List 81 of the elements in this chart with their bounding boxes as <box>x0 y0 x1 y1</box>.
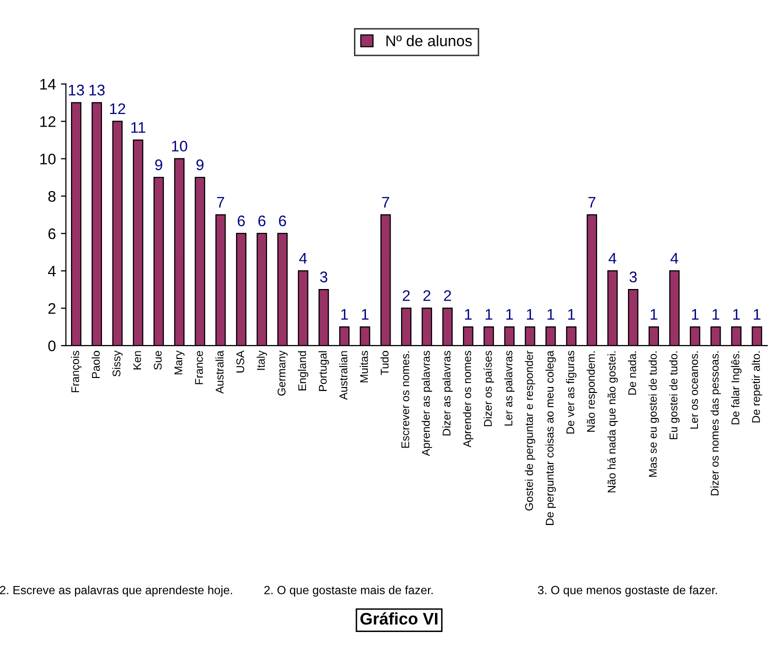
x-tick-label: Não respondem. <box>586 351 598 432</box>
x-tick-label: Portugal <box>318 351 329 391</box>
data-label: 7 <box>588 196 596 208</box>
data-label: 1 <box>650 309 658 320</box>
x-tick-label: Mas se eu gostei de tudo. <box>648 351 659 477</box>
data-label: 1 <box>692 309 699 320</box>
data-label: 13 <box>89 84 105 96</box>
x-tick-label: De nada. <box>628 351 636 395</box>
x-tick-label: Dizer os nomes das pessoas. <box>710 351 721 496</box>
x-tick-label: De ver as figuras <box>566 350 576 434</box>
data-label: 4 <box>670 253 678 264</box>
x-tick-label: Ken <box>133 351 142 370</box>
text: 2. O que gostaste mais de fazer. <box>264 586 433 597</box>
x-tick-label: Italy <box>256 350 268 370</box>
data-label: 3 <box>320 272 328 282</box>
data-label: 11 <box>131 122 146 133</box>
x-tick-label: Australian <box>339 351 348 400</box>
x-tick-label: Dizer os países <box>484 350 494 426</box>
data-label: 2 <box>423 290 430 301</box>
x-tick-label: Eu gostei de tudo. <box>669 351 680 440</box>
data-label: 1 <box>362 309 368 320</box>
x-tick-label: Germany <box>278 350 288 396</box>
data-label: 1 <box>548 309 554 320</box>
data-label: 1 <box>341 309 348 320</box>
data-label: 1 <box>712 309 720 320</box>
data-label: 1 <box>733 309 740 320</box>
data-label: 12 <box>110 103 126 114</box>
data-label: 1 <box>465 309 472 320</box>
x-tick-label: France <box>195 350 203 384</box>
x-tick-label: Ler as palavras <box>504 350 515 426</box>
x-tick-label: Gostei de perguntar e responder <box>524 350 536 510</box>
y-tick-label: 0 <box>48 340 56 352</box>
data-label: 10 <box>172 140 188 152</box>
x-tick-label: De repetir alto. <box>752 351 762 422</box>
x-tick-label: Escrever os nomes. <box>401 351 410 448</box>
data-label: 7 <box>217 196 224 208</box>
data-label: 3 <box>630 272 637 282</box>
data-label: 4 <box>299 253 307 264</box>
data-label: 4 <box>608 253 616 264</box>
x-tick-label: Tudo <box>380 350 389 376</box>
y-tick-label: 2 <box>48 303 56 314</box>
data-label: 13 <box>68 84 84 96</box>
text: Gráfico VI <box>360 612 438 625</box>
x-tick-label: Dizer as palavras <box>442 350 453 436</box>
x-tick-label: Sue <box>154 350 162 370</box>
x-tick-label: De falar Inglês. <box>731 351 742 424</box>
y-tick-label: 12 <box>40 116 56 127</box>
text: 3. O que menos gostaste de fazer. <box>538 586 717 597</box>
data-label: 1 <box>486 309 492 320</box>
x-tick-label: Paolo <box>92 350 100 378</box>
data-label: 9 <box>196 159 204 170</box>
y-tick-label: 8 <box>48 190 56 202</box>
x-tick-label: De perguntar coisas ao meu colega <box>545 350 556 525</box>
data-label: 1 <box>526 309 534 320</box>
data-label: 1 <box>568 309 575 320</box>
text: 2. Escreve as palavras que aprendeste hoje. <box>0 586 232 597</box>
x-tick-label: Aprender os nomes <box>462 350 474 448</box>
data-label: 7 <box>382 196 390 208</box>
data-label: 2 <box>402 290 410 301</box>
data-label: 2 <box>444 290 451 301</box>
data-label: 1 <box>506 309 513 320</box>
legend-label: Nº de alunos <box>386 35 472 46</box>
y-tick-label: 6 <box>48 228 56 240</box>
data-label: 6 <box>238 215 245 226</box>
x-tick-label: Australia <box>215 350 224 394</box>
x-tick-label: Não há nada que não gostei. <box>607 351 618 492</box>
x-tick-label: Sissy <box>112 350 123 377</box>
data-label: 6 <box>279 215 286 226</box>
y-tick-label: 10 <box>40 154 56 164</box>
x-tick-label: Aprender as palavras <box>422 350 432 456</box>
x-tick-label: USA <box>236 350 244 372</box>
x-tick-label: Muitas <box>360 350 368 382</box>
x-tick-label: Ler os oceanos. <box>690 351 698 429</box>
data-label: 9 <box>155 159 162 170</box>
x-tick-label: François <box>70 350 82 392</box>
x-tick-label: England <box>298 351 308 390</box>
data-label: 6 <box>258 215 266 226</box>
y-tick-label: 4 <box>48 266 56 276</box>
x-tick-label: Mary <box>174 350 185 374</box>
data-label: 1 <box>754 309 760 320</box>
y-tick-label: 14 <box>40 79 56 90</box>
